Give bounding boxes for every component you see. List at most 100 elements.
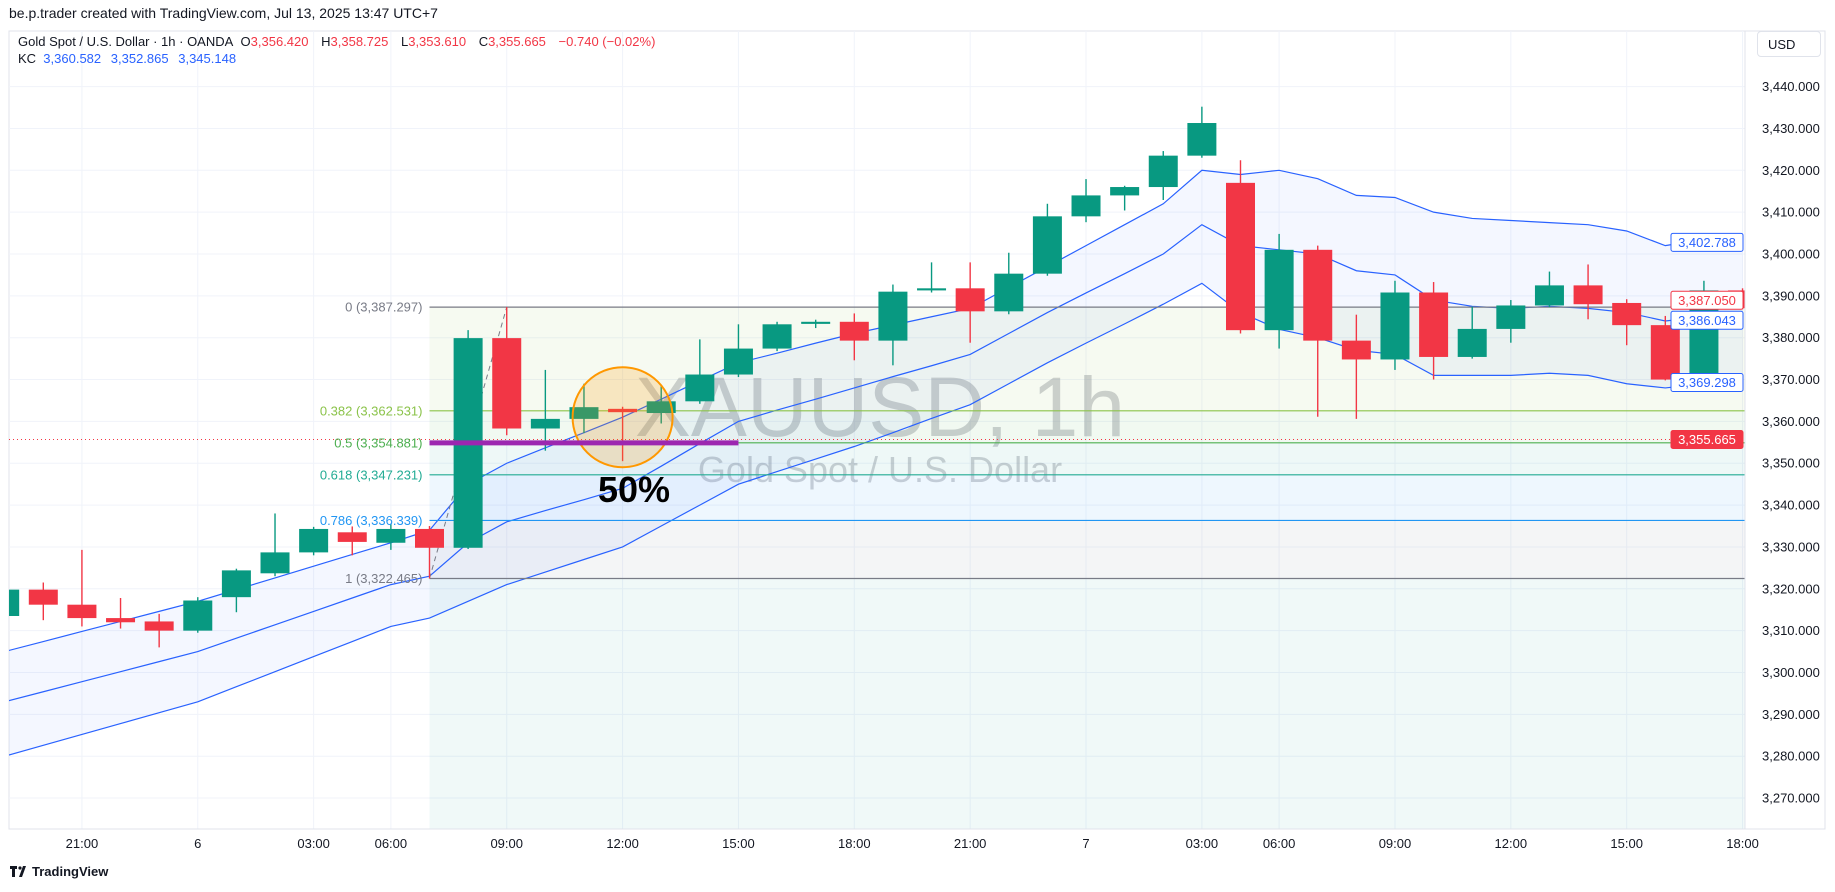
candle-body [1380, 292, 1410, 360]
candle-body [1650, 325, 1680, 380]
fib-zone-fill-extension [429, 578, 1745, 829]
tradingview-logo[interactable]: TradingView [10, 864, 108, 879]
candle[interactable] [183, 597, 213, 633]
tradingview-logo-icon [10, 866, 26, 877]
candle-body [994, 273, 1024, 312]
candle[interactable] [1264, 233, 1294, 349]
candle[interactable] [994, 252, 1024, 315]
candle[interactable] [1225, 160, 1255, 334]
price-axis-badge-box [1670, 430, 1744, 450]
candle[interactable] [67, 549, 97, 627]
fib-level-label: 0.382 (3,362.531) [320, 403, 423, 418]
candle[interactable] [453, 330, 483, 550]
candle[interactable] [530, 369, 560, 451]
candle[interactable] [1457, 306, 1487, 359]
candle-body [801, 321, 831, 324]
candle-body [260, 552, 290, 574]
currency-button[interactable]: USD [1757, 31, 1821, 57]
candle[interactable] [144, 613, 174, 648]
price-axis-badge: 3,355.665 [1670, 430, 1744, 450]
candle[interactable] [801, 319, 831, 329]
candle[interactable] [1419, 282, 1449, 380]
candle[interactable] [1303, 245, 1333, 417]
kc-lower-value: 3,345.148 [178, 51, 237, 66]
candle-body [414, 528, 444, 548]
candle[interactable] [955, 262, 985, 343]
candle-body [221, 570, 251, 598]
candle-body [1303, 249, 1333, 341]
candle[interactable] [299, 526, 329, 556]
time-tick-label: 15:00 [1610, 836, 1643, 851]
candle[interactable] [0, 589, 20, 618]
kc-label[interactable]: KC [18, 51, 37, 66]
symbol-description[interactable]: Gold Spot / U.S. Dollar · 1h · OANDA [18, 34, 234, 49]
candle-body [144, 621, 174, 631]
candle-body [106, 618, 136, 623]
candle[interactable] [106, 597, 136, 629]
candle[interactable] [723, 324, 753, 378]
candle[interactable] [1650, 315, 1680, 381]
price-axis-badge-label: 3,387.050 [1678, 293, 1736, 308]
tradingview-logo-text: TradingView [32, 864, 109, 879]
price-axis-badge-label: 3,386.043 [1678, 313, 1736, 328]
open-value: 3,356.420 [250, 34, 309, 49]
price-axis-badge: 3,386.043 [1670, 310, 1744, 330]
time-tick-label: 7 [1082, 836, 1089, 851]
candle[interactable] [337, 526, 367, 556]
price-tick-label: 3,350.000 [1762, 456, 1820, 471]
price-axis-badge-label: 3,369.298 [1678, 375, 1736, 390]
candle[interactable] [608, 406, 638, 462]
kc-middle-value: 3,352.865 [110, 51, 169, 66]
candle-body [1264, 249, 1294, 331]
candle[interactable] [1612, 299, 1642, 346]
candle-body [9, 589, 20, 616]
candle[interactable] [1341, 314, 1371, 419]
kc-middle-line [9, 223, 1743, 702]
candle-body [839, 321, 869, 341]
price-tick-label: 3,340.000 [1762, 498, 1820, 513]
candle[interactable] [1496, 300, 1526, 343]
time-tick-label: 12:00 [1495, 836, 1528, 851]
candle[interactable] [878, 284, 908, 366]
candle[interactable] [414, 526, 444, 579]
candle-body [67, 604, 97, 619]
candle[interactable] [685, 339, 715, 404]
candle-body [376, 528, 406, 543]
candle[interactable] [762, 321, 792, 352]
price-axis-badge: 3,402.788 [1670, 232, 1744, 252]
candle[interactable] [221, 568, 251, 613]
candle[interactable] [1534, 271, 1564, 308]
candle-body [1573, 285, 1603, 305]
legend: Gold Spot / U.S. Dollar · 1h · OANDA O3,… [18, 33, 664, 67]
candle[interactable] [1032, 203, 1062, 276]
price-tick-label: 3,400.000 [1762, 246, 1820, 261]
fib-level-label: 0.786 (3,336.339) [320, 513, 423, 528]
high-label: H [321, 34, 331, 49]
candle[interactable] [1110, 185, 1140, 211]
plot-area: XAUUSD, 1hGold Spot / U.S. Dollar 50% [0, 106, 1745, 829]
candle[interactable] [646, 386, 676, 424]
candle-body [955, 288, 985, 312]
price-axis-badge: 3,369.298 [1670, 372, 1744, 392]
price-tick-label: 3,280.000 [1762, 749, 1820, 764]
candle[interactable] [1573, 264, 1603, 320]
candle[interactable] [1380, 280, 1410, 370]
candle[interactable] [1187, 106, 1217, 158]
candle[interactable] [917, 262, 947, 293]
time-tick-label: 03:00 [297, 836, 330, 851]
candle[interactable] [260, 513, 290, 577]
candle[interactable] [28, 582, 58, 621]
candle[interactable] [376, 523, 406, 550]
kc-upper-value: 3,360.582 [43, 51, 102, 66]
candle[interactable] [1148, 151, 1178, 201]
candle[interactable] [1071, 179, 1101, 223]
candle[interactable] [569, 383, 599, 434]
candle-body [1032, 216, 1062, 274]
candle[interactable] [492, 307, 522, 436]
low-value: 3,353.610 [408, 34, 467, 49]
candle[interactable] [839, 313, 869, 361]
fib-level-label: 1 (3,322.465) [345, 571, 422, 586]
candle-body [1419, 292, 1449, 357]
candle-body [1457, 328, 1487, 357]
